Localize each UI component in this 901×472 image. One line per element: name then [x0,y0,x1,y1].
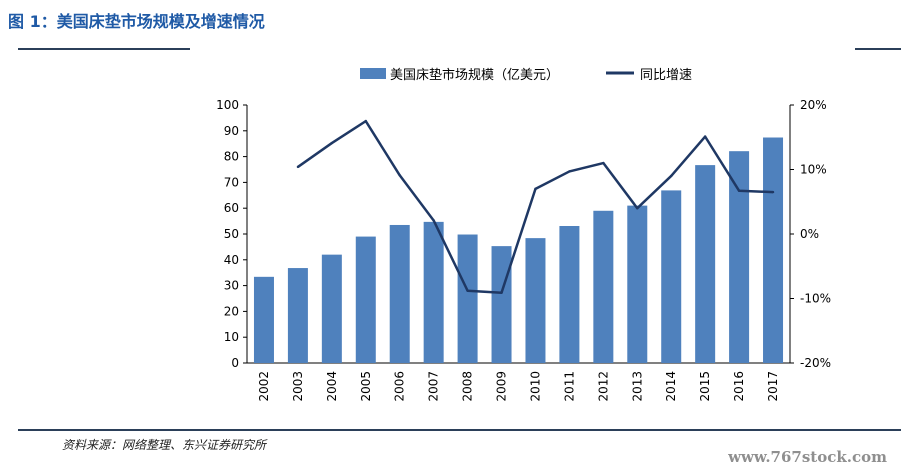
watermark: www.767stock.com [728,448,887,466]
left-axis-tick-label: 10 [224,330,239,344]
x-axis-tick-label: 2004 [325,371,339,402]
left-axis-tick-label: 80 [224,150,239,164]
bar [661,190,682,363]
source-note: 资料来源：网络整理、东兴证券研究所 [62,438,267,452]
legend-bar-swatch [360,68,386,79]
line-point [466,289,469,292]
line-point [364,119,367,123]
x-axis-tick-label: 2017 [766,371,780,402]
line-point [296,165,300,169]
bar [423,221,444,363]
line-point [602,161,605,165]
left-axis: 0 10 20 30 40 50 60 70 80 90 100 [216,98,790,370]
x-axis-tick-label: 2006 [393,371,407,402]
left-axis-tick-label: 30 [224,279,239,293]
line-point [330,141,334,145]
bar [287,268,308,363]
bar [559,226,580,363]
left-axis-tick-label: 0 [231,356,239,370]
line-point [670,174,673,178]
x-axis-tick-label: 2012 [596,371,610,402]
left-axis-tick-label: 100 [216,98,239,112]
x-axis-tick-label: 2005 [359,371,373,402]
left-axis-tick-label: 20 [224,304,239,318]
bar [627,205,648,363]
x-axis-tick-label: 2002 [257,371,271,402]
right-axis-tick-label: -20% [800,356,831,370]
right-axis-tick-label: 10% [800,163,827,177]
bar [695,165,716,363]
line-point [568,170,571,173]
line-point [398,174,401,177]
top-rule-right [855,48,901,50]
legend-bar-label: 美国床垫市场规模（亿美元） [390,67,559,83]
bottom-rule [18,429,901,431]
bar [389,224,410,363]
bar [525,238,546,363]
left-axis-tick-label: 40 [224,253,239,267]
x-axis-tick-label: 2013 [630,371,644,402]
left-axis-tick-label: 90 [224,124,239,138]
bar [253,276,274,363]
line-point [636,207,639,210]
line-point [432,219,435,222]
top-rule-left [18,48,190,50]
right-axis-tick-label: -10% [800,292,831,306]
x-axis-tick-label: 2011 [562,371,576,402]
x-axis-tick-label: 2003 [291,371,305,402]
bar [593,210,614,363]
bar [457,234,478,363]
right-axis: -20% -10% 0% 10% 20% [789,98,831,370]
x-axis-tick-label: 2015 [698,371,712,402]
right-axis-tick-label: 20% [800,98,827,112]
line-point [703,135,707,138]
x-axis-tick-label: 2007 [427,371,441,402]
bar [355,236,376,363]
x-axis-tick-label: 2008 [461,371,475,402]
legend-line-label: 同比增速 [640,68,692,83]
line-point [737,189,741,192]
line-point [771,190,775,194]
bar [321,254,342,363]
left-axis-tick-label: 70 [224,175,239,189]
line-point [534,187,537,191]
left-axis-tick-label: 50 [224,227,239,241]
figure-title: 图 1：美国床垫市场规模及增速情况 [8,12,265,31]
bar [729,151,750,363]
x-axis-labels: 2002 2003 2004 2005 2006 2007 2008 2009 2010 2011… [257,371,780,402]
left-axis-tick-label: 60 [224,201,239,215]
x-axis-tick-label: 2016 [732,371,746,402]
right-axis-tick-label: 0% [800,227,819,241]
line-point [500,291,503,294]
bar [763,137,784,363]
x-axis-tick-label: 2009 [495,371,509,402]
x-axis-tick-label: 2010 [528,371,542,402]
legend: 美国床垫市场规模（亿美元） 同比增速 [360,67,692,83]
bar [491,246,512,363]
x-axis-tick-label: 2014 [664,371,678,402]
bar-series [253,137,784,363]
line-series [296,119,775,294]
